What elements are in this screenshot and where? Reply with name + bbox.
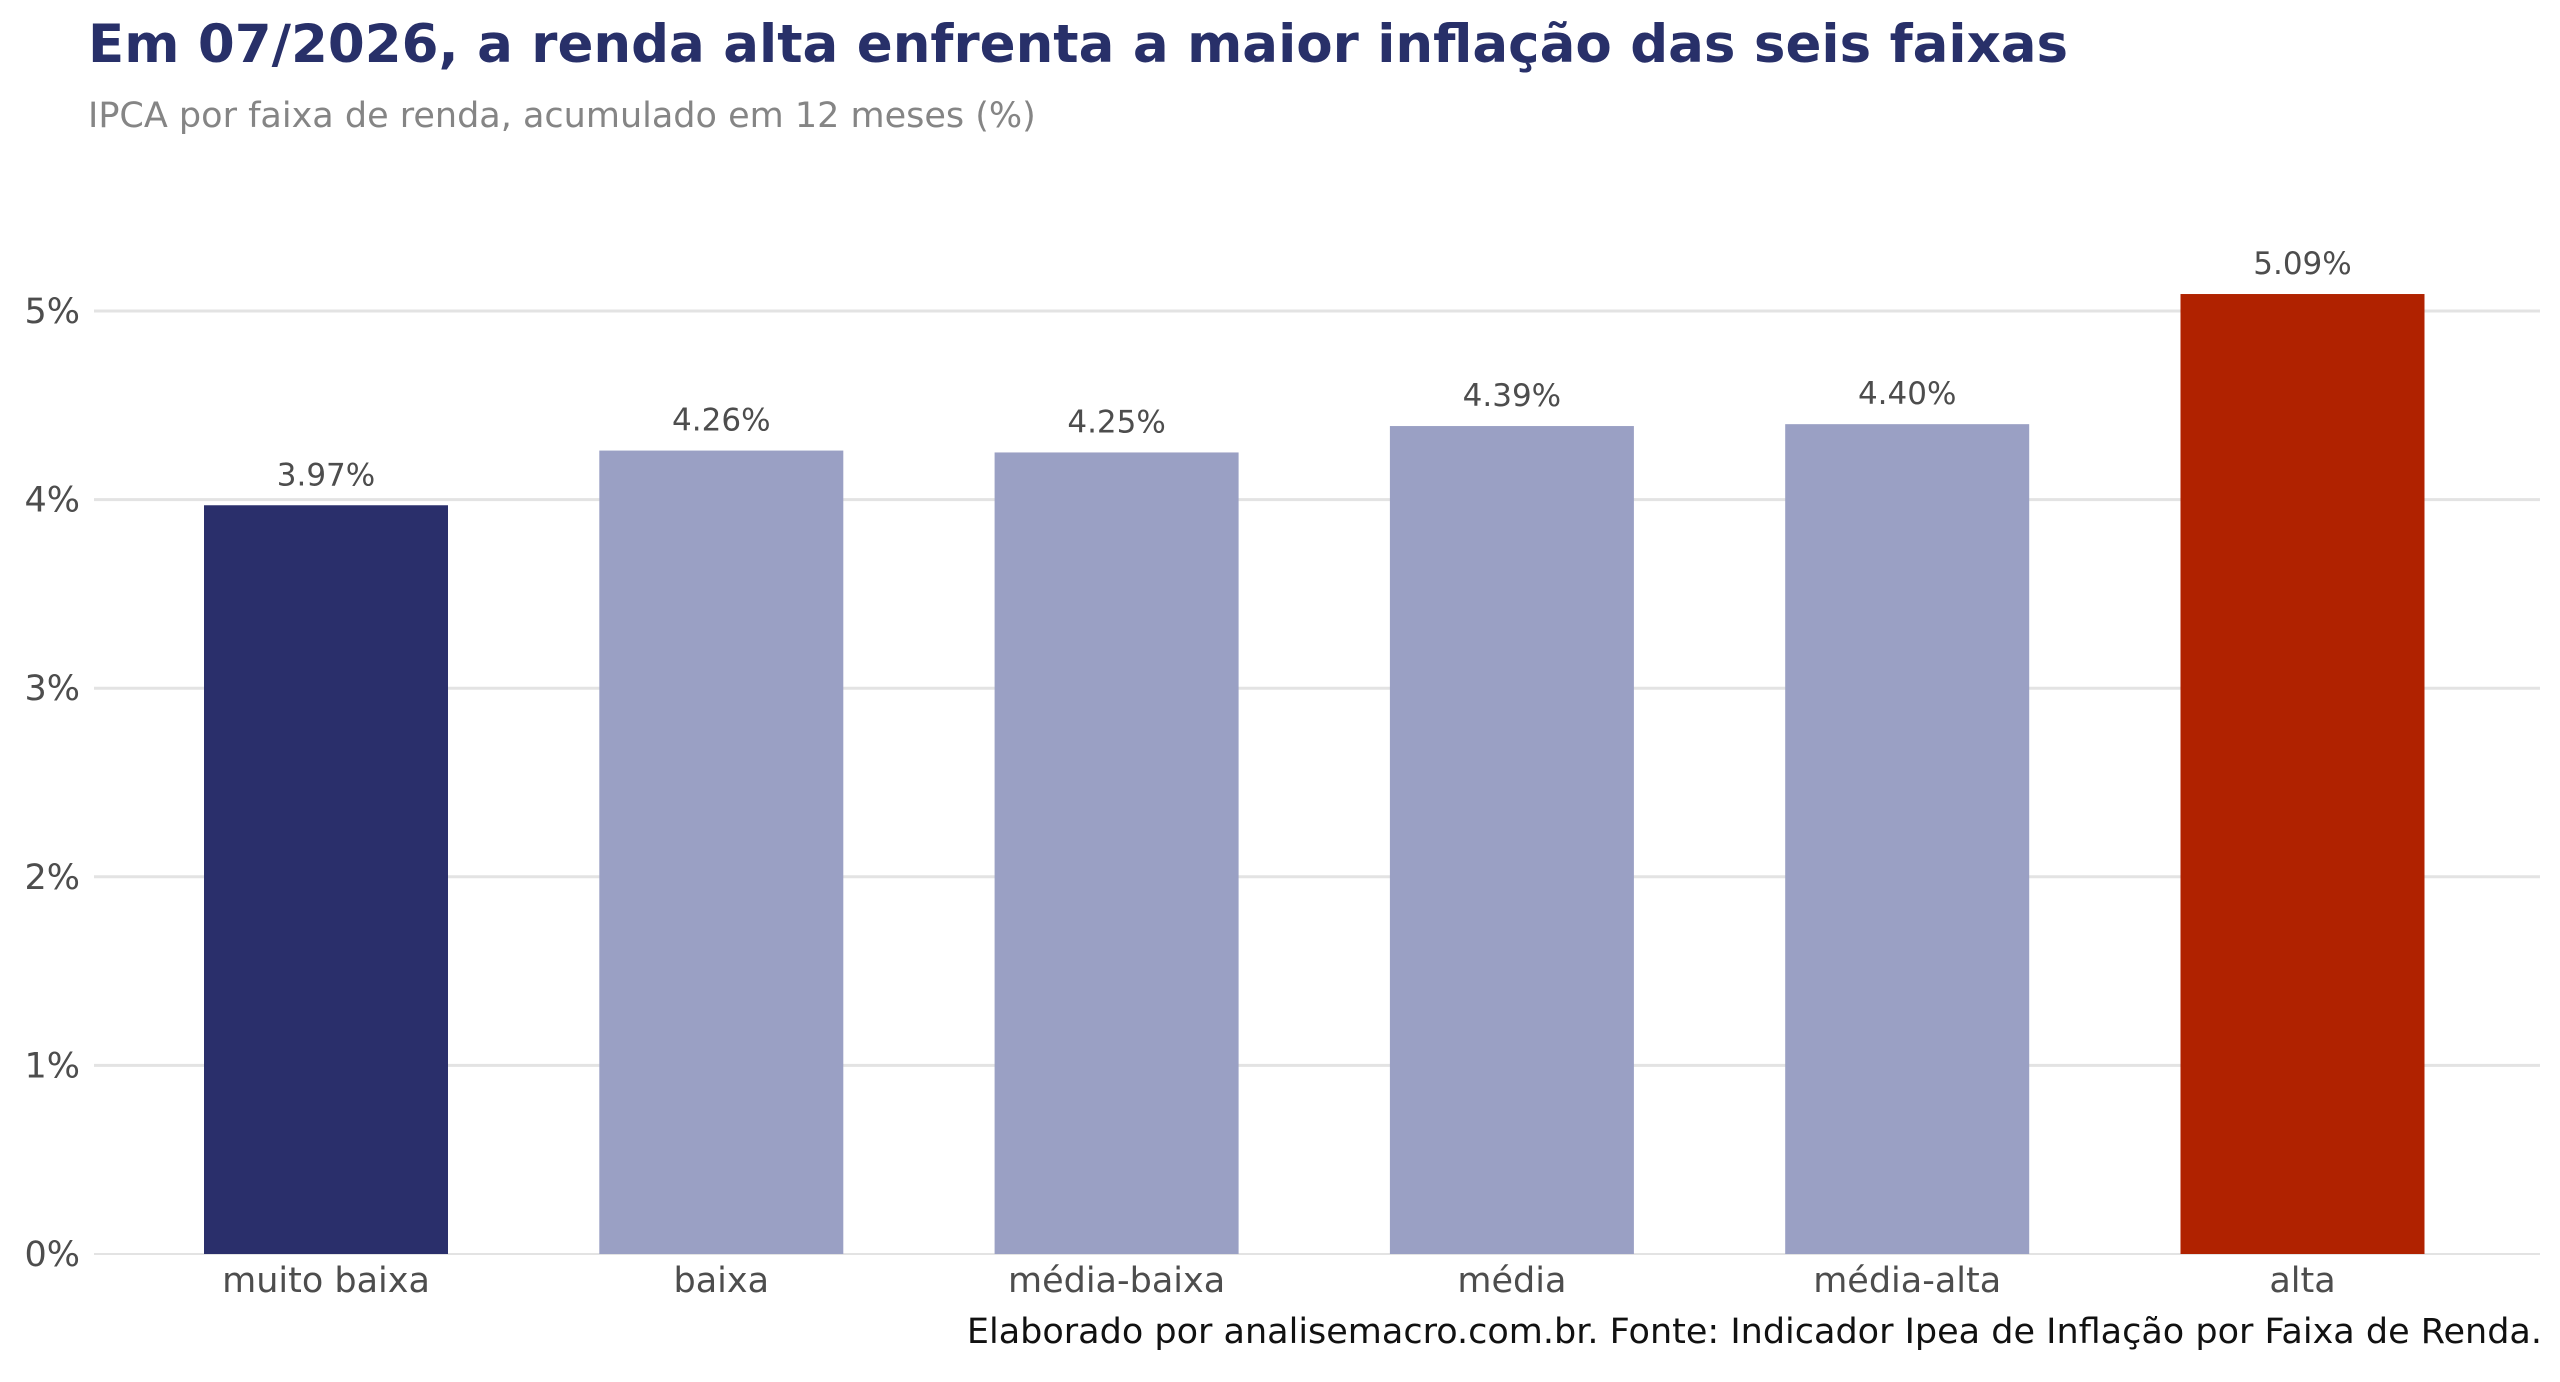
chart-title: Em 07/2026, a renda alta enfrenta a maio… — [88, 14, 2069, 75]
bar-4 — [1389, 426, 1634, 1254]
y-tick-label: 0% — [24, 1235, 80, 1275]
y-tick-label: 1% — [24, 1046, 80, 1086]
x-tick-label: média — [1457, 1261, 1566, 1301]
data-label: 4.39% — [1463, 378, 1561, 414]
data-label: 3.97% — [277, 457, 375, 493]
data-label: 4.25% — [1067, 404, 1165, 440]
x-tick-label: muito baixa — [222, 1261, 430, 1301]
data-label: 4.40% — [1858, 376, 1956, 412]
data-labels: 3.97% 4.26% 4.25% 4.39% 4.40% 5.09% — [277, 246, 2352, 493]
grid-lines — [94, 309, 2540, 1255]
y-tick-label: 3% — [24, 669, 80, 709]
bars — [204, 294, 2425, 1255]
x-axis-tick-labels: muito baixa baixa média-baixa média média-al… — [222, 1261, 2336, 1301]
y-tick-label: 5% — [24, 292, 80, 332]
bar-1 — [204, 505, 448, 1254]
chart-subtitle: IPCA por faixa de renda, acumulado em 12… — [88, 96, 1036, 136]
y-tick-label: 2% — [24, 858, 80, 898]
bar-3 — [994, 452, 1239, 1254]
bar-2 — [599, 450, 844, 1255]
y-axis-tick-labels: 0% 1% 2% 3% 4% 5% — [24, 292, 80, 1275]
x-tick-label: alta — [2269, 1261, 2335, 1301]
bar-5 — [1785, 424, 2030, 1254]
x-tick-label: baixa — [674, 1261, 770, 1301]
data-label: 4.26% — [672, 403, 770, 439]
bar-6 — [2180, 294, 2425, 1254]
y-tick-label: 4% — [24, 481, 80, 521]
source-caption: Elaborado por analisemacro.com.br. Fonte… — [966, 1312, 2542, 1352]
data-label: 5.09% — [2253, 246, 2351, 282]
x-tick-label: média-baixa — [1008, 1261, 1225, 1301]
x-tick-label: média-alta — [1813, 1261, 2001, 1301]
